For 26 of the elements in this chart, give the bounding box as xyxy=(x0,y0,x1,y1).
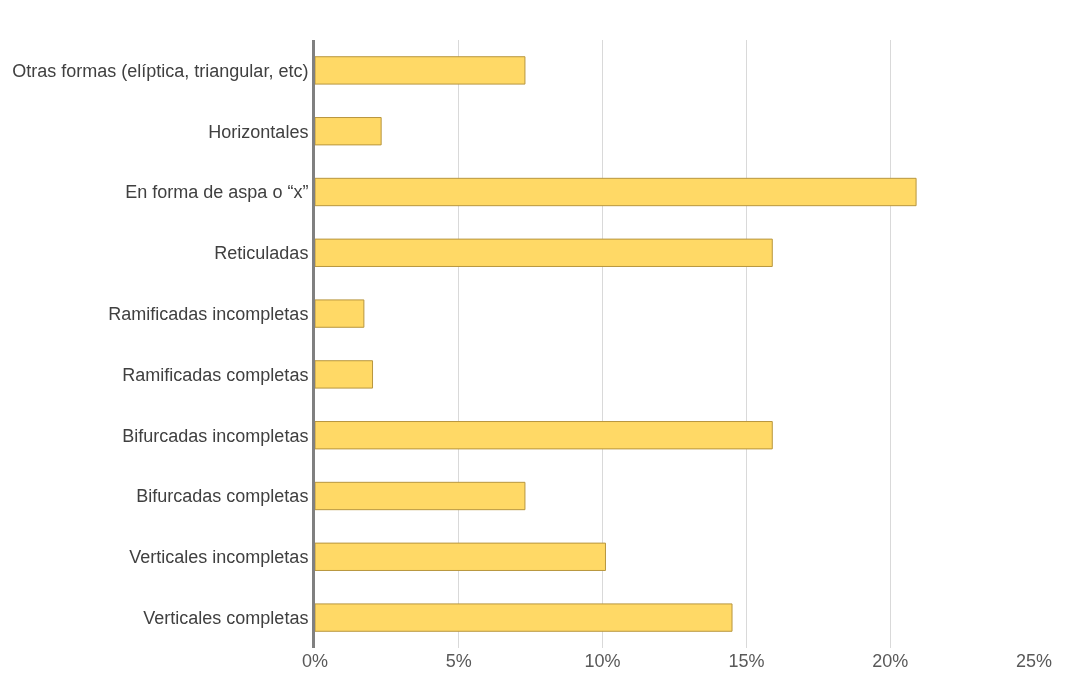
x-tick-label: 0% xyxy=(301,651,329,671)
bar xyxy=(315,56,526,85)
bar xyxy=(315,542,606,571)
bar xyxy=(315,177,917,207)
y-tick-label: En forma de aspa o “x” xyxy=(125,182,309,203)
x-tick-label: 10% xyxy=(584,651,621,671)
bar xyxy=(315,421,773,450)
x-tick-label: 25% xyxy=(1015,651,1053,671)
bar xyxy=(315,299,365,328)
y-tick-label: Ramificadas incompletas xyxy=(108,303,309,324)
bar xyxy=(315,238,773,267)
bar xyxy=(315,117,382,146)
x-tick-label: 15% xyxy=(728,651,765,671)
y-tick-label: Otras formas (elíptica, triangular, etc) xyxy=(12,60,309,81)
bar xyxy=(315,603,733,632)
y-tick-label: Bifurcadas completas xyxy=(136,486,309,507)
y-tick-label: Verticales completas xyxy=(143,607,309,628)
bar xyxy=(315,481,526,511)
x-tick-label: 5% xyxy=(445,651,472,671)
y-tick-label: Reticuladas xyxy=(214,243,309,264)
y-tick-label: Verticales incompletas xyxy=(129,547,309,568)
bar xyxy=(315,360,374,389)
y-tick-label: Ramificadas completas xyxy=(122,364,309,385)
y-tick-label: Horizontales xyxy=(208,121,309,142)
x-tick-label: 20% xyxy=(872,651,909,671)
y-tick-label: Bifurcadas incompletas xyxy=(122,425,309,446)
